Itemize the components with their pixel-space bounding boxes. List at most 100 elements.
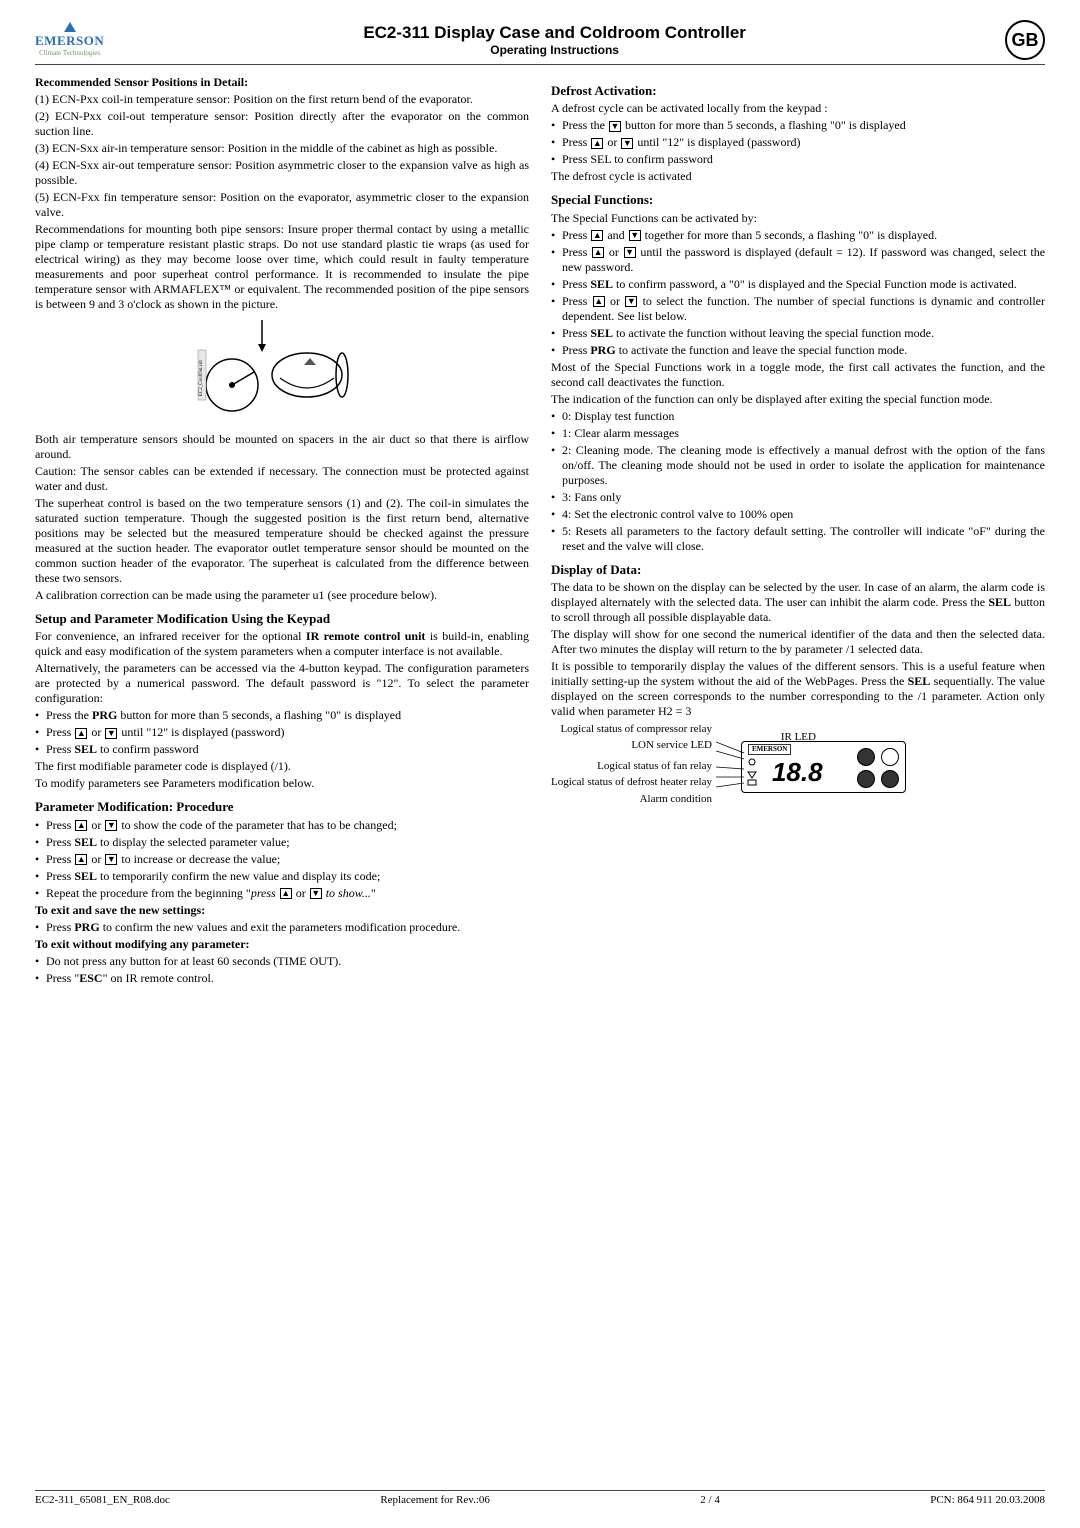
ir-label: Alarm condition [551, 791, 712, 808]
ir-label: LON service LED [551, 737, 712, 754]
body-text: (5) ECN-Fxx fin temperature sensor: Posi… [35, 190, 529, 220]
list-item: 2: Cleaning mode. The cleaning mode is e… [551, 443, 1045, 488]
section-heading: Setup and Parameter Modification Using t… [35, 611, 529, 627]
list-item: 4: Set the electronic control valve to 1… [551, 507, 1045, 522]
doc-title: EC2-311 Display Case and Coldroom Contro… [104, 22, 1005, 43]
bullet-list: Press ▲ or ▼ to show the code of the par… [35, 818, 529, 901]
bullet-list: Do not press any button for at least 60 … [35, 954, 529, 986]
ir-label: Logical status of compressor relay [551, 721, 712, 738]
list-item: Press ▲ or ▼ to select the function. The… [551, 294, 1045, 324]
body-text: The display will show for one second the… [551, 627, 1045, 657]
up-icon: ▲ [593, 296, 605, 307]
list-item: Press PRG to activate the function and l… [551, 343, 1045, 358]
down-icon: ▼ [624, 247, 636, 258]
ir-label-list: Logical status of compressor relay LON s… [551, 721, 712, 808]
footer-page: 2 / 4 [700, 1494, 720, 1508]
section-heading: Recommended Sensor Positions in Detail: [35, 75, 529, 90]
down-icon: ▼ [105, 820, 117, 831]
body-text: (3) ECN-Sxx air-in temperature sensor: P… [35, 141, 529, 156]
body-text: The Special Functions can be activated b… [551, 211, 1045, 226]
ir-brand-label: EMERSON [748, 744, 791, 755]
list-item: 1: Clear alarm messages [551, 426, 1045, 441]
page-footer: EC2-311_65081_EN_R08.doc Replacement for… [35, 1490, 1045, 1508]
sub-heading: To exit without modifying any parameter: [35, 937, 529, 952]
bullet-list: Press the ▼ button for more than 5 secon… [551, 118, 1045, 167]
list-item: Press SEL to confirm password, a "0" is … [551, 277, 1045, 292]
section-heading: Display of Data: [551, 562, 1045, 578]
down-icon: ▼ [105, 854, 117, 865]
list-item: 3: Fans only [551, 490, 1045, 505]
list-item: Repeat the procedure from the beginning … [35, 886, 529, 901]
ir-label: Logical status of fan relay [551, 758, 712, 775]
logo-name: EMERSON [35, 33, 104, 49]
up-icon: ▲ [280, 888, 292, 899]
status-icons [746, 758, 768, 788]
down-icon: ▼ [310, 888, 322, 899]
body-text: Recommendations for mounting both pipe s… [35, 222, 529, 312]
body-text: The defrost cycle is activated [551, 169, 1045, 184]
footer-revision: Replacement for Rev.:06 [380, 1494, 490, 1508]
body-text: It is possible to temporarily display th… [551, 659, 1045, 719]
list-item: Press SEL to display the selected parame… [35, 835, 529, 850]
bullet-list: Press PRG to confirm the new values and … [35, 920, 529, 935]
list-item: Press SEL to confirm password [35, 742, 529, 757]
body-text: (1) ECN-Pxx coil-in temperature sensor: … [35, 92, 529, 107]
body-text: Most of the Special Functions work in a … [551, 360, 1045, 390]
up-icon: ▲ [591, 230, 603, 241]
up-icon: ▲ [592, 247, 604, 258]
down-icon: ▼ [629, 230, 641, 241]
left-column: Recommended Sensor Positions in Detail: … [35, 75, 529, 988]
list-item: Press the PRG button for more than 5 sec… [35, 708, 529, 723]
ir-label: Logical status of defrost heater relay [551, 774, 712, 791]
body-text: (4) ECN-Sxx air-out temperature sensor: … [35, 158, 529, 188]
footer-filename: EC2-311_65081_EN_R08.doc [35, 1494, 170, 1508]
emerson-logo: EMERSON Climate Technologies [35, 22, 104, 58]
page-header: EMERSON Climate Technologies EC2-311 Dis… [35, 20, 1045, 65]
list-item: 5: Resets all parameters to the factory … [551, 524, 1045, 554]
body-text: For convenience, an infrared receiver fo… [35, 629, 529, 659]
list-item: Press ▲ or ▼ to show the code of the par… [35, 818, 529, 833]
section-heading: Parameter Modification: Procedure [35, 799, 529, 815]
up-icon: ▲ [591, 138, 603, 149]
body-text: Alternatively, the parameters can be acc… [35, 661, 529, 706]
list-item: Press SEL to confirm password [551, 152, 1045, 167]
down-icon: ▼ [609, 121, 621, 132]
title-block: EC2-311 Display Case and Coldroom Contro… [104, 22, 1005, 58]
pipe-sensor-diagram: EC2_CoolOut.cdr [35, 320, 529, 424]
footer-pcn: PCN: 864 911 20.03.2008 [930, 1494, 1045, 1508]
seven-segment-display: 18.8 [772, 756, 823, 789]
list-item: Press SEL to activate the function witho… [551, 326, 1045, 341]
leader-lines [716, 739, 746, 795]
ir-remote-figure: Logical status of compressor relay LON s… [551, 721, 1045, 808]
list-item: Press PRG to confirm the new values and … [35, 920, 529, 935]
body-text: Caution: The sensor cables can be extend… [35, 464, 529, 494]
body-text: The data to be shown on the display can … [551, 580, 1045, 625]
body-text: To modify parameters see Parameters modi… [35, 776, 529, 791]
body-text: A calibration correction can be made usi… [35, 588, 529, 603]
list-item: Press ▲ or ▼ until "12" is displayed (pa… [551, 135, 1045, 150]
sel-button-icon [857, 770, 875, 788]
section-heading: Special Functions: [551, 192, 1045, 208]
sub-heading: To exit and save the new settings: [35, 903, 529, 918]
up-button-icon [881, 748, 899, 766]
bullet-list: Press the PRG button for more than 5 sec… [35, 708, 529, 757]
up-icon: ▲ [75, 728, 87, 739]
language-badge: GB [1005, 20, 1045, 60]
logo-mark-icon [64, 22, 76, 32]
body-text: A defrost cycle can be activated locally… [551, 101, 1045, 116]
list-item: Press ▲ or ▼ until the password is displ… [551, 245, 1045, 275]
ir-unit-diagram: IR LED EMERSON 18.8 [716, 731, 906, 797]
bullet-list: Press ▲ and ▼ together for more than 5 s… [551, 228, 1045, 358]
content-columns: Recommended Sensor Positions in Detail: … [35, 75, 1045, 988]
list-item: Press ▲ and ▼ together for more than 5 s… [551, 228, 1045, 243]
up-icon: ▲ [75, 820, 87, 831]
body-text: Both air temperature sensors should be m… [35, 432, 529, 462]
doc-subtitle: Operating Instructions [104, 43, 1005, 58]
bullet-list: 0: Display test function 1: Clear alarm … [551, 409, 1045, 554]
logo-subtitle: Climate Technologies [39, 49, 100, 58]
list-item: Do not press any button for at least 60 … [35, 954, 529, 969]
down-button-icon [881, 770, 899, 788]
body-text: (2) ECN-Pxx coil-out temperature sensor:… [35, 109, 529, 139]
section-heading: Defrost Activation: [551, 83, 1045, 99]
list-item: Press ▲ or ▼ to increase or decrease the… [35, 852, 529, 867]
